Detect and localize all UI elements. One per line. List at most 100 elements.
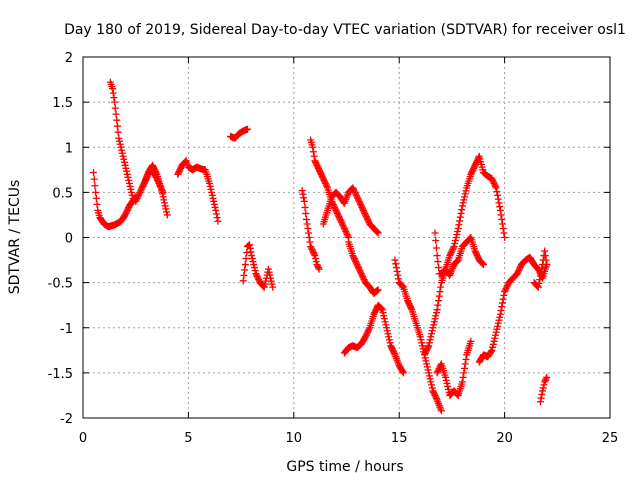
data-point [109,89,117,97]
data-point [144,172,152,180]
y-tick-label: -1 [60,322,73,337]
data-point [470,164,478,172]
data-series-arc-m [391,256,445,415]
y-tick-label: -0.5 [48,277,73,292]
data-point [90,169,98,177]
data-point [356,199,364,207]
data-point [260,283,268,291]
data-point [116,140,124,148]
data-point [111,98,119,106]
data-point [461,190,469,198]
data-point [116,137,124,145]
data-point [314,264,322,272]
data-point [340,223,348,231]
data-point [151,170,159,178]
data-point [337,217,345,225]
data-point [314,163,322,171]
data-point [489,178,497,186]
data-point [434,258,442,266]
data-point [460,369,468,377]
data-point [515,265,523,273]
data-point [428,384,436,392]
data-point [121,161,129,169]
data-point [319,175,327,183]
data-point [430,318,438,326]
data-point [132,197,140,205]
data-point [162,205,170,213]
data-point [534,283,542,291]
data-point [211,203,219,211]
data-point [379,309,387,317]
data-point [174,170,182,178]
plot-frame [82,56,611,419]
data-point [303,220,311,228]
data-point [339,221,347,229]
data-point [421,349,429,357]
data-point [308,246,316,254]
data-point [515,267,523,275]
data-point [243,125,251,133]
data-point [364,215,372,223]
data-point [386,339,394,347]
data-point [114,128,122,136]
data-point [321,178,329,186]
data-point [371,307,379,315]
data-point [514,268,522,276]
data-point [399,368,407,376]
data-point [300,194,308,202]
data-point [208,191,216,199]
data-point [302,215,310,223]
data-point [454,227,462,235]
data-points-layer [90,78,551,415]
data-point [212,206,220,214]
data-point [350,255,358,263]
data-point [454,391,462,399]
data-series-arc-h [298,187,323,273]
data-point [447,249,455,257]
data-point [399,369,407,377]
data-point [118,149,126,157]
data-point [491,182,499,190]
data-point [210,197,218,205]
data-point [142,175,150,183]
data-point [335,214,343,222]
data-point [461,360,469,368]
data-point [253,273,261,281]
data-point [254,274,262,282]
data-point [382,321,390,329]
data-point [93,200,101,208]
data-point [136,188,144,196]
data-point [435,297,443,305]
data-series-arc-g [239,241,277,291]
data-point [266,271,274,279]
data-point [335,212,343,220]
data-point [534,282,542,290]
data-point [422,348,430,356]
data-point [537,394,545,402]
data-point [424,343,432,351]
data-point [462,187,470,195]
data-point [452,234,460,241]
data-point [159,188,167,196]
data-point [90,175,98,183]
data-point [132,196,140,204]
data-point [163,211,171,219]
data-point [355,265,363,273]
data-point [383,327,391,335]
data-point [492,328,500,336]
data-point [354,194,362,202]
data-point [456,213,464,221]
data-point [317,169,325,177]
data-point [250,264,258,272]
data-point [495,316,503,324]
data-point [304,224,312,232]
data-point [372,306,380,314]
data-point [322,181,330,189]
data-point [392,264,400,272]
data-point [377,304,385,312]
data-point [432,309,440,317]
data-point [385,333,393,341]
data-point [307,244,315,252]
data-point [359,273,367,281]
data-point [455,221,463,229]
